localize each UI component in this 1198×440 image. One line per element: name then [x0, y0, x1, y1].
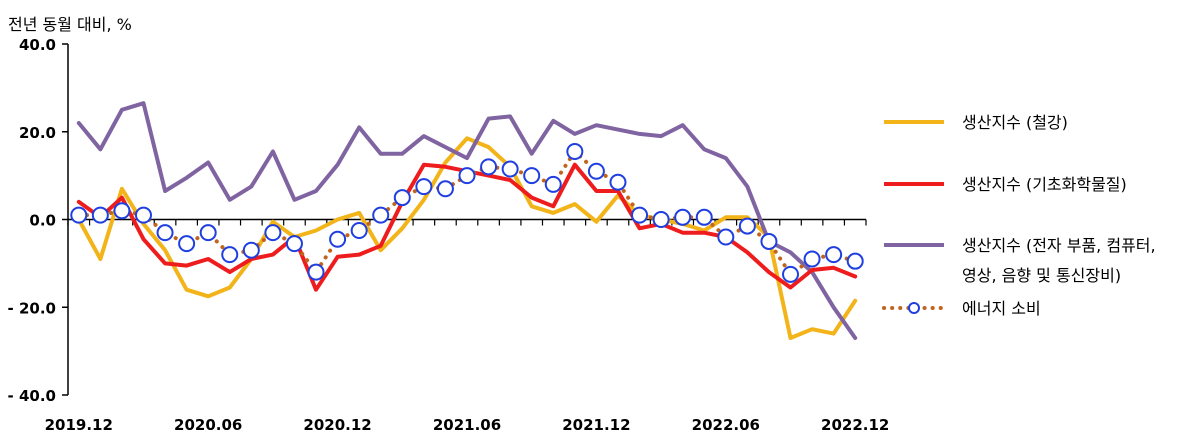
data-point [199, 224, 217, 242]
data-point [415, 178, 433, 196]
data-point [846, 252, 864, 270]
legend-marker [908, 302, 920, 314]
x-tick-label: 2021.06 [433, 416, 501, 434]
x-axis-ticks: 2019.12 2020.06 2020.12 2021.06 2021.12 2022.… [45, 219, 889, 434]
data-point [113, 202, 131, 220]
data-point [393, 189, 411, 207]
data-point [372, 206, 390, 224]
data-point [91, 206, 109, 224]
data-point [480, 158, 498, 176]
y-tick-label: - 20.0 [8, 299, 56, 317]
legend-label: 생산지수 (기초화학물질) [962, 175, 1127, 194]
series-1 [76, 136, 858, 340]
series-line [76, 136, 858, 340]
legend: 생산지수 (철강) 생산지수 (기초화학물질) 생산지수 (전자 부품, 컴퓨터, 영… [882, 113, 1156, 318]
series-4 [70, 142, 864, 283]
unit-label: 전년 동월 대비, % [8, 15, 132, 34]
x-tick-label: 2022.06 [692, 416, 760, 434]
series-3 [76, 101, 858, 340]
y-tick-label: - 40.0 [8, 387, 56, 405]
legend-label: 영상, 음향 및 통신장비) [962, 266, 1121, 285]
data-point [674, 208, 692, 226]
data-point [436, 180, 454, 198]
y-tick-label: 40.0 [19, 36, 56, 54]
data-point [501, 160, 519, 178]
legend-item-1: 생산지수 (철강) [884, 113, 1068, 132]
data-point [221, 246, 239, 264]
data-point [782, 265, 800, 283]
x-tick-label: 2022.12 [821, 416, 889, 434]
series-line [76, 101, 858, 340]
data-point [134, 206, 152, 224]
legend-label: 에너지 소비 [962, 299, 1041, 318]
data-point [523, 167, 541, 185]
data-point [544, 175, 562, 193]
data-point [760, 232, 778, 250]
legend-item-2: 생산지수 (기초화학물질) [884, 175, 1127, 194]
x-tick-label: 2020.06 [174, 416, 242, 434]
data-point [587, 162, 605, 180]
data-point [825, 246, 843, 264]
data-point [738, 217, 756, 235]
data-point [242, 241, 260, 259]
x-tick-label: 2021.12 [562, 416, 630, 434]
legend-label: 생산지수 (전자 부품, 컴퓨터, [962, 236, 1156, 255]
data-point [285, 235, 303, 253]
data-point [350, 221, 368, 239]
legend-item-4: 에너지 소비 [882, 299, 1041, 318]
data-point [695, 208, 713, 226]
y-axis-ticks: 40.0 20.0 0.0 - 20.0 - 40.0 [8, 36, 68, 405]
data-point [652, 211, 670, 228]
data-point [264, 224, 282, 242]
data-point [329, 230, 347, 248]
x-tick-label: 2020.12 [303, 416, 371, 434]
y-tick-label: 20.0 [19, 124, 56, 142]
data-point [609, 173, 627, 191]
data-point [566, 142, 584, 160]
data-point [70, 206, 88, 224]
x-tick-label: 2019.12 [45, 416, 113, 434]
series-layer [70, 101, 864, 340]
data-point [156, 224, 174, 242]
data-point [178, 235, 196, 253]
legend-label: 생산지수 (철강) [962, 113, 1068, 132]
data-point [458, 167, 476, 185]
data-point [717, 228, 735, 246]
data-point [631, 206, 649, 224]
legend-item-3: 생산지수 (전자 부품, 컴퓨터, 영상, 음향 및 통신장비) [884, 236, 1156, 285]
y-tick-label: 0.0 [29, 212, 56, 230]
data-point [307, 263, 325, 281]
data-point [803, 250, 821, 268]
